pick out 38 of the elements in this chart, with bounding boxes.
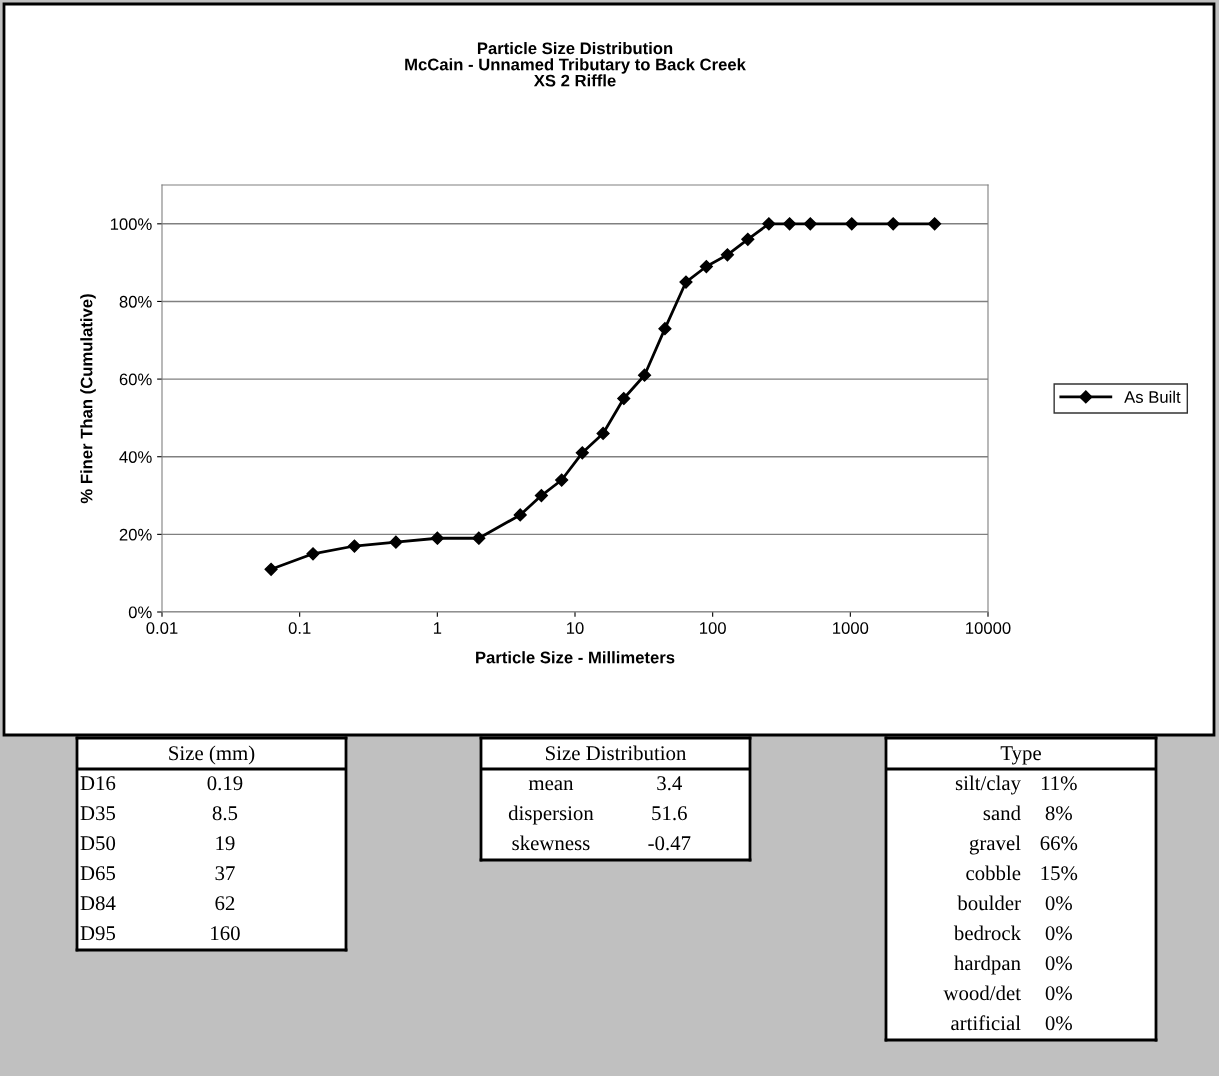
text: boulder 0% [957,895,1072,911]
text: wood/det 0% [943,985,1072,1001]
legend-label: As Built [1124,390,1181,403]
text: D84 62 [80,896,235,911]
y-tick-label: 40% [119,451,152,463]
text: gravel 66% [969,835,1078,855]
text: bedrock 0% [953,925,1072,941]
x-axis-title: Particle Size - Millimeters [476,651,675,664]
text: sand 8% [983,805,1072,821]
text: Size Distribution [546,745,687,761]
text: artificial 0% [951,1015,1072,1031]
text: silt/clay 11% [955,775,1077,795]
x-tick-label: 0.01 [146,622,178,634]
x-tick-label: 1000 [833,622,869,634]
x-tick-label: 10 [567,622,584,634]
text: D50 19 [80,836,235,851]
y-axis-title: % Finer Than (Cumulative) [80,294,96,504]
text: Size (mm) [169,745,255,765]
y-tick-label: 80% [119,295,152,308]
y-tick-label: 0% [128,606,152,619]
text: D65 37 [80,866,235,881]
y-tick-label: 20% [119,528,152,541]
text: skewness -0.47 [512,835,691,851]
text: Type [1000,746,1041,765]
text: D35 8.5 [80,806,238,821]
text: D95 160 [80,926,240,941]
x-tick-label: 100 [700,622,726,634]
y-tick-label: 60% [119,373,152,386]
text: hardpan 0% [954,955,1072,975]
text: dispersion 51.6 [508,805,687,825]
chart-title: Particle Size Distribution McCain - Unnamed Tributary to Back Creek XS 2 Riffle [405,42,746,87]
x-tick-label: 0.1 [288,622,311,634]
text: D16 0.19 [80,776,243,791]
x-tick-label: 1 [433,622,442,634]
x-tick-label: 10000 [966,622,1011,634]
text: cobble 15% [966,865,1078,881]
text: mean 3.4 [528,776,682,791]
y-tick-label: 100% [110,218,152,231]
